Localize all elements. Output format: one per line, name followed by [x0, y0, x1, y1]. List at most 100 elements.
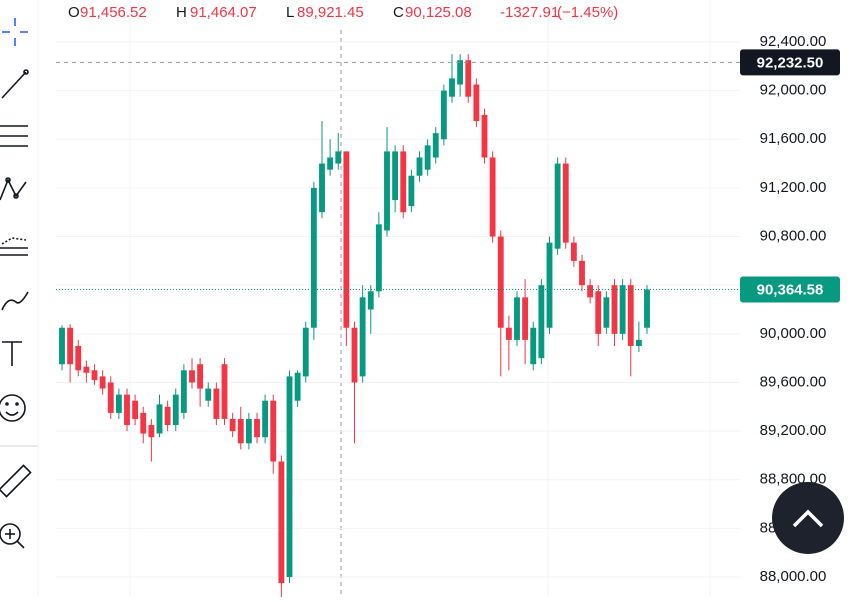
button-circle[interactable] [772, 482, 844, 554]
header-value: 91,456.52 [80, 4, 147, 21]
candle-body [611, 285, 618, 334]
candle-body [286, 376, 293, 578]
candle-body [107, 382, 114, 413]
candle-body [522, 297, 529, 340]
candle-body [538, 285, 545, 359]
candle-body [587, 285, 594, 298]
candle-body [619, 285, 626, 334]
candle-body [99, 376, 106, 389]
candle-body [180, 370, 187, 413]
candle-body [254, 418, 260, 438]
candle-body [424, 145, 431, 170]
candle-body [554, 163, 561, 249]
trendline-tool[interactable] [1, 69, 29, 99]
header-label: L [286, 4, 294, 21]
change-percent: (−1.45%) [557, 4, 618, 21]
y-tick-label: 90,800.00 [760, 228, 827, 245]
y-tick-label: 91,600.00 [760, 130, 827, 147]
y-tick-label: 90,000.00 [760, 325, 827, 342]
candle-body [189, 370, 195, 383]
candle-body [302, 327, 309, 377]
candle-body [132, 400, 139, 419]
text-tool[interactable] [2, 341, 22, 366]
candle-body [644, 289, 650, 328]
candle-body [603, 297, 610, 328]
candle-body [91, 370, 98, 381]
header-value: 91,464.07 [190, 4, 257, 21]
candle-body [440, 90, 447, 140]
header-label: H [176, 4, 187, 21]
zoom-tool[interactable] [0, 523, 25, 549]
candle-body [562, 163, 569, 243]
candle-body [59, 327, 65, 365]
candle-body [278, 461, 285, 584]
candle-body [343, 151, 350, 328]
ruler-tool[interactable] [0, 464, 32, 498]
candle-body [457, 60, 464, 85]
candle-body [489, 157, 496, 237]
candle-body [367, 291, 374, 310]
candle-body [229, 418, 236, 432]
candle-body [449, 78, 455, 97]
candle-body [148, 425, 155, 438]
candle-body [481, 114, 488, 158]
candle-body [635, 339, 642, 346]
candle-body [270, 400, 277, 462]
candle-body [319, 163, 325, 213]
candle-body [473, 84, 480, 122]
candle-body [197, 364, 204, 389]
candle-body [359, 297, 366, 377]
candle-body [237, 418, 244, 444]
candle-body [579, 260, 585, 286]
header-label: C [393, 4, 404, 21]
candle-body [416, 157, 423, 176]
candle-body [335, 151, 342, 164]
fib-tool[interactable] [0, 125, 28, 147]
candle-body [115, 394, 122, 413]
candle-body [546, 242, 553, 328]
candle-body [172, 394, 179, 426]
candle-body [408, 175, 415, 207]
y-tick-label: 88,000.00 [760, 568, 827, 585]
candle-body [570, 242, 577, 261]
candle-body [392, 151, 399, 201]
candle-body [156, 404, 163, 434]
icon-tool[interactable] [0, 394, 26, 422]
crosshair-price-box [740, 49, 840, 76]
candle-body [400, 151, 407, 213]
candle-body [465, 60, 472, 97]
candle-body [75, 345, 82, 371]
brush-tool[interactable] [1, 291, 29, 311]
candle-body [351, 327, 358, 383]
candle-body [262, 400, 269, 438]
y-tick-label: 92,000.00 [760, 82, 827, 99]
candle-body [432, 133, 439, 158]
scroll-to-realtime-button[interactable] [772, 482, 844, 554]
candle-body [213, 388, 220, 419]
forecast-tool[interactable] [0, 237, 28, 256]
crosshair-price-label: 92,232.50 [757, 54, 824, 71]
candle-body [67, 327, 74, 365]
pattern-tool[interactable] [0, 177, 27, 201]
candle-body [375, 224, 382, 292]
candle-body [505, 327, 512, 340]
candle-body [530, 327, 537, 365]
chevron-icon [792, 509, 824, 528]
toolbar [0, 18, 38, 549]
header-value: 89,921.45 [297, 4, 364, 21]
last-price-label: 90,364.58 [757, 281, 824, 298]
change: -1327.91 [500, 4, 559, 21]
crosshair-tool[interactable] [2, 18, 28, 46]
y-tick-label: 89,200.00 [760, 422, 827, 439]
candle-body [164, 406, 171, 426]
candle-body [310, 187, 317, 328]
candle-body [221, 364, 228, 419]
candle-body [83, 366, 90, 373]
candle-body [124, 394, 130, 426]
y-tick-label: 91,200.00 [760, 179, 827, 196]
candle-body [205, 388, 212, 401]
last-price-box [740, 276, 840, 303]
candle-body [514, 297, 520, 340]
